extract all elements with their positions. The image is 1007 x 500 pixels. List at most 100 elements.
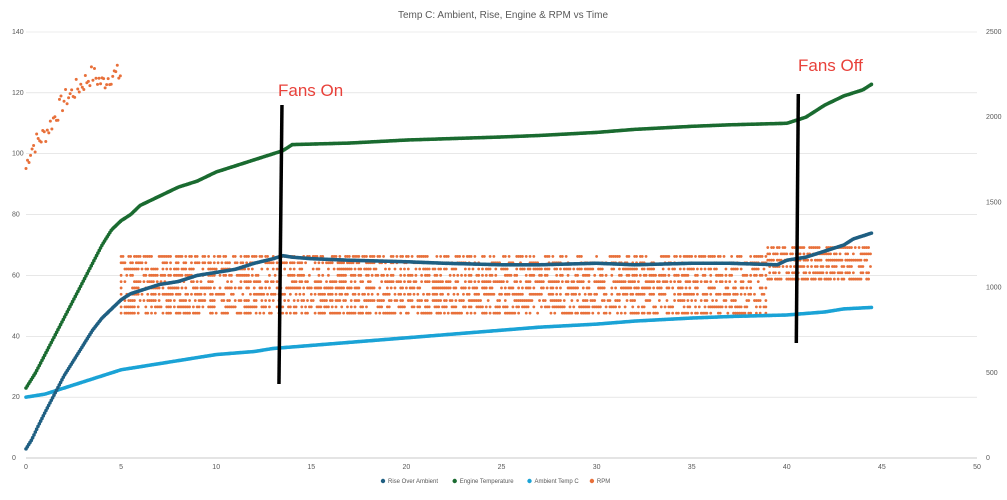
- rpm-point: [271, 299, 275, 302]
- rpm-point: [136, 305, 140, 309]
- rpm-point: [498, 299, 501, 302]
- chart-title: Temp C: Ambient, Rise, Engine & RPM vs T…: [398, 10, 609, 21]
- rpm-point: [484, 273, 488, 277]
- rpm-point: [815, 265, 819, 268]
- rpm-point: [576, 299, 579, 302]
- rpm-point: [195, 286, 199, 290]
- rpm-point: [513, 311, 517, 315]
- rpm-point: [749, 292, 753, 296]
- rpm-point: [30, 147, 34, 151]
- rpm-point: [699, 267, 703, 271]
- rpm-point: [307, 273, 311, 277]
- rpm-point: [745, 305, 749, 309]
- rpm-point: [581, 286, 585, 290]
- rpm-point: [212, 255, 216, 258]
- rpm-point: [140, 267, 144, 271]
- rpm-point: [233, 305, 237, 309]
- rpm-point: [340, 305, 344, 309]
- rpm-point: [492, 255, 496, 258]
- rpm-point: [696, 292, 699, 296]
- rpm-point: [115, 63, 119, 67]
- rpm-point: [65, 102, 69, 106]
- rpm-point: [676, 273, 680, 277]
- rpm-point: [222, 292, 226, 296]
- rpm-point: [368, 267, 372, 271]
- rpm-point: [555, 286, 559, 290]
- rpm-point: [591, 267, 595, 271]
- rpm-point: [266, 292, 269, 296]
- rpm-point: [713, 255, 716, 258]
- rpm-point: [258, 280, 262, 284]
- rpm-point: [762, 267, 766, 271]
- rpm-point: [519, 280, 522, 284]
- rpm-point: [477, 273, 481, 277]
- rpm-point: [486, 299, 490, 302]
- rpm-point: [772, 258, 775, 262]
- rpm-point: [264, 286, 268, 290]
- rpm-point: [724, 273, 728, 277]
- rpm-point: [688, 305, 692, 309]
- rpm-point: [296, 299, 300, 302]
- rpm-point: [555, 273, 559, 277]
- rpm-point: [610, 286, 614, 290]
- rpm-point: [209, 261, 212, 265]
- rpm-point: [266, 280, 269, 284]
- rpm-point: [484, 311, 488, 315]
- rpm-point: [214, 267, 218, 271]
- rpm-point: [378, 311, 382, 315]
- rpm-point: [294, 280, 298, 284]
- rpm-point: [696, 286, 699, 290]
- data-point: [38, 419, 43, 423]
- rpm-point: [340, 292, 344, 296]
- rpm-point: [210, 311, 214, 315]
- rpm-point: [176, 286, 180, 290]
- x-tick-label: 45: [878, 464, 886, 471]
- rpm-point: [184, 261, 188, 265]
- rpm-point: [511, 286, 515, 290]
- rpm-point: [688, 280, 692, 284]
- rpm-point: [551, 286, 555, 290]
- rpm-point: [136, 286, 140, 290]
- rpm-point: [184, 286, 188, 290]
- rpm-point: [306, 299, 309, 302]
- rpm-point: [566, 292, 570, 296]
- rpm-point: [83, 73, 87, 77]
- rpm-point: [70, 88, 74, 92]
- rpm-point: [633, 280, 637, 284]
- rpm-point: [861, 265, 865, 268]
- rpm-point: [427, 273, 431, 277]
- x-tick-label: 40: [783, 464, 791, 471]
- data-point: [40, 416, 44, 421]
- rpm-point: [720, 280, 724, 284]
- rpm-point: [294, 311, 298, 315]
- rpm-point: [462, 255, 465, 258]
- rpm-point: [391, 273, 395, 277]
- rpm-point: [644, 273, 648, 277]
- rpm-point: [578, 292, 581, 296]
- rpm-point: [258, 311, 262, 315]
- data-point: [41, 413, 46, 418]
- rpm-point: [781, 265, 785, 268]
- rpm-point: [526, 305, 530, 309]
- rpm-point: [184, 255, 188, 258]
- rpm-point: [29, 153, 33, 157]
- rpm-point: [79, 82, 83, 86]
- rpm-point: [547, 267, 551, 271]
- data-point: [33, 430, 38, 434]
- rpm-point: [131, 273, 134, 277]
- rpm-point: [247, 286, 250, 290]
- rpm-point: [865, 258, 869, 262]
- rpm-point: [793, 265, 796, 268]
- rpm-point: [370, 292, 374, 296]
- rpm-point: [754, 305, 758, 309]
- rpm-point: [848, 271, 851, 275]
- rpm-point: [484, 286, 488, 290]
- rpm-point: [300, 311, 304, 315]
- rpm-point: [378, 286, 382, 290]
- rpm-point: [469, 280, 473, 284]
- legend-label: Ambient Temp C: [535, 479, 580, 485]
- rpm-point: [595, 292, 598, 296]
- rpm-point: [302, 286, 306, 290]
- rpm-point: [437, 305, 441, 309]
- rpm-point: [667, 273, 671, 277]
